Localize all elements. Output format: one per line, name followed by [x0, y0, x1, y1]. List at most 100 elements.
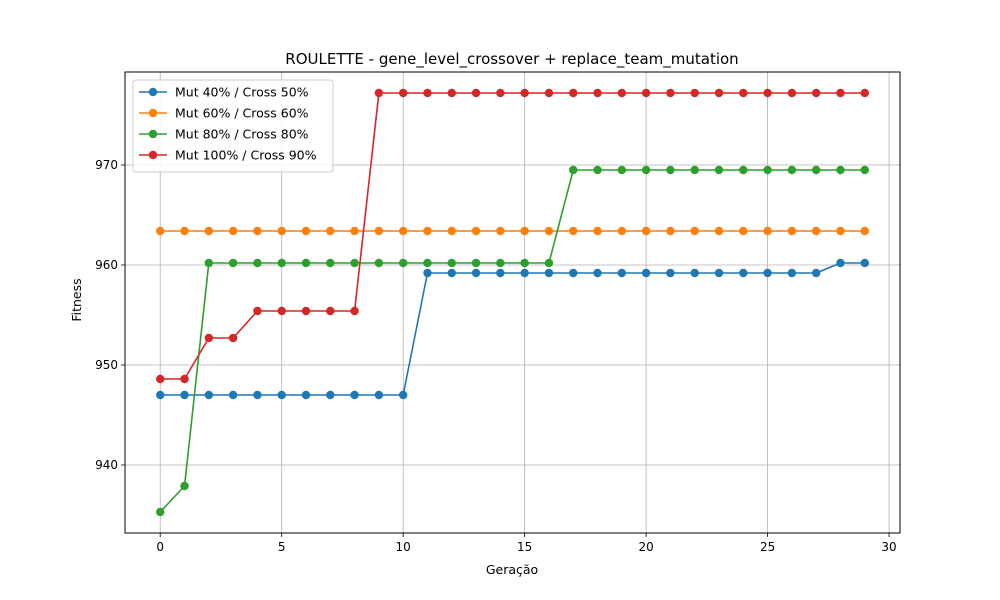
data-point [520, 88, 529, 98]
y-tick-label: 960 [95, 258, 118, 272]
series-line [159, 169, 865, 513]
data-point [228, 226, 238, 236]
data-point [326, 390, 335, 400]
data-point [593, 165, 602, 175]
data-point [787, 165, 797, 175]
data-point [690, 88, 699, 98]
data-point [326, 258, 335, 268]
data-point [496, 258, 505, 268]
legend-item: Mut 60% / Cross 60% [139, 106, 309, 121]
x-tick-label: 0 [156, 540, 164, 554]
data-point [204, 258, 214, 268]
data-point [763, 226, 772, 236]
data-point [277, 390, 286, 400]
data-point [544, 268, 554, 278]
data-point [617, 226, 627, 236]
data-point [739, 268, 748, 278]
data-point [423, 258, 432, 268]
data-point [398, 226, 408, 236]
data-point [228, 390, 238, 400]
data-point [763, 268, 772, 278]
data-point [690, 268, 699, 278]
y-tick-label: 970 [95, 158, 118, 172]
data-point [690, 226, 699, 236]
data-point [520, 226, 529, 236]
data-point [301, 226, 311, 236]
x-tick-label: 20 [638, 540, 653, 554]
legend-marker [148, 150, 158, 160]
data-point [666, 268, 675, 278]
legend: Mut 40% / Cross 50% Mut 60% / Cross 60% Mu… [132, 79, 334, 173]
legend-label: Mut 40% / Cross 50% [175, 85, 309, 100]
data-point [471, 258, 481, 268]
y-tick-label: 950 [95, 358, 118, 372]
data-point [666, 165, 675, 175]
data-point [398, 258, 408, 268]
series-line [160, 262, 865, 396]
data-point [811, 88, 821, 98]
data-point [156, 390, 165, 400]
data-point [253, 226, 262, 236]
data-point [423, 226, 432, 236]
data-point [739, 165, 748, 175]
data-point [739, 88, 748, 98]
series-2 [156, 226, 869, 236]
plot-frame [124, 71, 901, 534]
data-point [787, 88, 797, 98]
data-point [641, 88, 651, 98]
data-point [617, 268, 627, 278]
legend-item: Mut 100% / Cross 90% [139, 148, 317, 163]
data-point [350, 258, 359, 268]
data-point [471, 88, 481, 98]
data-point [204, 226, 214, 236]
data-point [739, 226, 748, 236]
data-point [836, 165, 845, 175]
data-point [398, 390, 408, 400]
data-point [180, 374, 189, 384]
data-point [471, 226, 481, 236]
data-point [593, 88, 602, 98]
data-point [787, 268, 797, 278]
data-point [496, 88, 505, 98]
data-point [860, 258, 869, 268]
legend-item: Mut 80% / Cross 80% [139, 127, 309, 142]
data-point [593, 226, 602, 236]
x-tick-label: 15 [517, 540, 532, 554]
data-point [666, 226, 675, 236]
y-axis-title: Fitness [69, 278, 84, 321]
data-point [277, 258, 286, 268]
data-point [253, 306, 262, 316]
data-point [593, 268, 602, 278]
data-point [641, 268, 651, 278]
data-point [520, 268, 529, 278]
data-point [277, 226, 286, 236]
data-point [714, 88, 724, 98]
x-axis-title: Geração [486, 562, 538, 577]
data-point [326, 306, 335, 316]
data-point [690, 165, 699, 175]
data-point [350, 390, 359, 400]
data-point [836, 226, 845, 236]
legend-marker [148, 87, 158, 97]
legend-box [132, 79, 334, 173]
data-point [301, 258, 311, 268]
data-point [398, 88, 408, 98]
legend-item: Mut 40% / Cross 50% [139, 85, 309, 100]
legend-marker [148, 129, 158, 139]
data-point [447, 226, 456, 236]
data-point [228, 258, 238, 268]
data-point [641, 226, 651, 236]
data-point [569, 88, 578, 98]
data-point [374, 390, 384, 400]
data-point [569, 268, 578, 278]
series-4 [156, 88, 869, 384]
data-point [180, 481, 189, 491]
x-tick-label: 10 [396, 540, 411, 554]
data-point [836, 258, 845, 268]
data-point [447, 88, 456, 98]
data-point [277, 306, 286, 316]
data-point [253, 390, 262, 400]
data-point [204, 390, 214, 400]
data-point [520, 258, 529, 268]
